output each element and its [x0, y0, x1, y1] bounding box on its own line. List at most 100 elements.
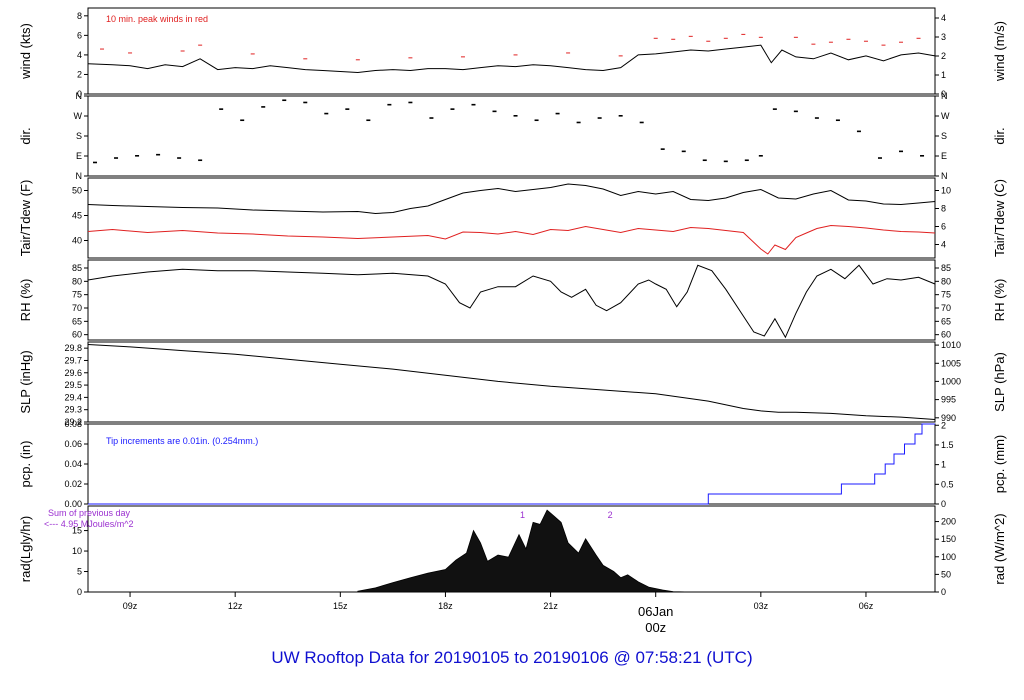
- slp-series-0: [87, 344, 936, 420]
- dir-point: [723, 160, 728, 163]
- footer-title: UW Rooftop Data for 20190105 to 20190106…: [271, 648, 753, 667]
- rad-marker-1: 1: [520, 510, 525, 520]
- slp-tick-label-left: 29.5: [64, 380, 82, 390]
- temp-ylabel-right: Tair/Tdew (C): [992, 179, 1007, 257]
- rad-tick-label-right: 50: [941, 569, 951, 579]
- wind-tick-label-left: 6: [77, 30, 82, 40]
- slp-panel: [84, 341, 939, 423]
- pcp-tick-label-left: 0.08: [64, 419, 82, 429]
- wind-tick-label-left: 0: [77, 89, 82, 99]
- dir-point: [387, 103, 392, 106]
- pcp-tick-label-right: 1.5: [941, 440, 954, 450]
- temp-series-Tdew: [87, 224, 936, 255]
- dir-point: [639, 121, 644, 124]
- dir-point: [597, 117, 602, 119]
- temp-tick-label-right: 10: [941, 186, 951, 196]
- dir-point: [513, 115, 518, 117]
- dir-point: [135, 155, 140, 157]
- dir-point: [282, 99, 287, 102]
- slp-tick-label-left: 29.7: [64, 355, 82, 365]
- dir-ylabel-right: dir.: [992, 127, 1007, 144]
- rh-panel: [84, 259, 939, 341]
- slp-tick-label-left: 29.3: [64, 405, 82, 415]
- dir-point: [681, 150, 686, 153]
- dir-point: [793, 110, 798, 113]
- slp-tick-label-right: 1005: [941, 358, 961, 368]
- wind-panel: [84, 7, 939, 95]
- dir-point: [920, 155, 925, 157]
- rad-tick-label-left: 15: [72, 526, 82, 536]
- rad-tick-label-right: 200: [941, 517, 956, 527]
- x-tick-label: 18z: [438, 601, 453, 611]
- x-tick-label: 09z: [123, 601, 138, 611]
- wind-tick-label-right: 2: [941, 51, 946, 61]
- dir-point: [303, 101, 308, 104]
- temp-ylabel-left: Tair/Tdew (F): [18, 180, 33, 257]
- dir-point: [408, 101, 413, 104]
- rad-tick-label-right: 150: [941, 534, 956, 544]
- dir-tick-label-left: N: [76, 91, 83, 101]
- dir-tick-label-left: S: [76, 131, 82, 141]
- dir-point: [198, 159, 203, 162]
- dir-point: [814, 117, 819, 119]
- dir-point: [758, 155, 763, 157]
- dir-point: [772, 108, 777, 110]
- rh-series-0: [87, 264, 936, 339]
- rh-tick-label-right: 60: [941, 330, 951, 340]
- slp-tick-label-left: 29.4: [64, 392, 82, 402]
- wind-tick-label-left: 4: [77, 50, 82, 60]
- dir-point: [450, 108, 455, 110]
- dir-point: [345, 108, 350, 110]
- dir-ylabel-left: dir.: [18, 127, 33, 144]
- rh-tick-label-left: 80: [72, 276, 82, 286]
- slp-tick-label-left: 29.6: [64, 368, 82, 378]
- dir-tick-label-left: E: [76, 151, 82, 161]
- dir-point: [93, 161, 98, 164]
- rh-ylabel-right: RH (%): [992, 279, 1007, 322]
- rh-tick-label-right: 65: [941, 316, 951, 326]
- slp-tick-label-left: 29.8: [64, 343, 82, 353]
- x-tick-label: 15z: [333, 601, 348, 611]
- x-tick-label: 06z: [859, 601, 874, 611]
- x-tick-label: 12z: [228, 601, 243, 611]
- rh-tick-label-right: 85: [941, 263, 951, 273]
- dir-point: [877, 157, 882, 159]
- pcp-annotation: Tip increments are 0.01in. (0.254mm.): [106, 436, 258, 446]
- rad-area: [357, 509, 691, 593]
- dir-point: [114, 157, 119, 159]
- rh-ylabel-left: RH (%): [18, 279, 33, 322]
- wind-annotation: 10 min. peak winds in red: [106, 14, 208, 24]
- wind-ylabel-right: wind (m/s): [992, 21, 1007, 82]
- pcp-tick-label-left: 0.06: [64, 439, 82, 449]
- temp-tick-label-left: 40: [72, 236, 82, 246]
- temp-tick-label-left: 45: [72, 211, 82, 221]
- rad-annotation-line1: Sum of previous day: [48, 508, 131, 518]
- rh-tick-label-left: 85: [72, 263, 82, 273]
- temp-tick-label-right: 8: [941, 204, 946, 214]
- rh-tick-label-right: 75: [941, 290, 951, 300]
- slp-ylabel-right: SLP (hPa): [992, 352, 1007, 412]
- dir-point: [555, 112, 560, 115]
- temp-tick-label-right: 4: [941, 240, 946, 250]
- dir-point: [856, 130, 861, 133]
- dir-tick-label-right: W: [941, 111, 950, 121]
- dir-point: [471, 103, 476, 106]
- x-tick-label: 21z: [543, 601, 558, 611]
- pcp-tick-label-left: 0.00: [64, 499, 82, 509]
- pcp-ylabel-right: pcp. (mm): [992, 435, 1007, 494]
- rad-panel: [84, 505, 939, 593]
- wind-series-0: [87, 44, 936, 74]
- slp-tick-label-right: 1000: [941, 376, 961, 386]
- pcp-tick-label-right: 0.5: [941, 479, 954, 489]
- slp-tick-label-right: 990: [941, 413, 956, 423]
- wind-tick-label-left: 2: [77, 69, 82, 79]
- temp-panel: [84, 177, 939, 259]
- temp-tick-label-left: 50: [72, 186, 82, 196]
- dir-panel: [84, 95, 939, 177]
- rh-frame: [87, 259, 936, 341]
- wind-tick-label-right: 4: [941, 13, 946, 23]
- pcp-tick-label-left: 0.04: [64, 459, 82, 469]
- rad-tick-label-right: 0: [941, 587, 946, 597]
- dir-point: [324, 112, 329, 115]
